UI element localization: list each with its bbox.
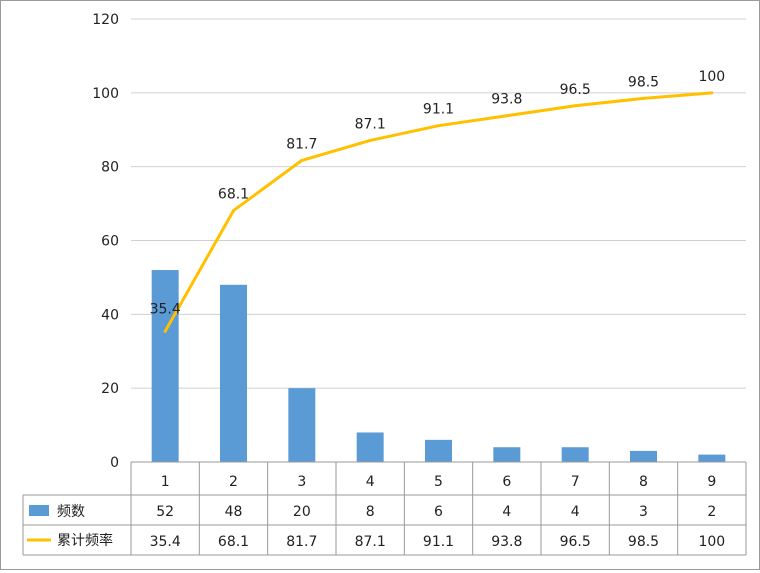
table-cell-cumulative: 87.1: [355, 534, 386, 550]
y-axis: 0 20 40 60 80 100 120: [92, 12, 119, 471]
table-cell-cumulative: 98.5: [628, 534, 659, 550]
line-point: [505, 114, 509, 118]
data-labels: 35.4 68.1 81.7 87.1 91.1 93.8 96.5 98.5 100: [150, 69, 726, 317]
bar: [493, 447, 521, 462]
line-data-label: 68.1: [218, 187, 249, 203]
y-tick-label: 60: [101, 234, 119, 250]
line-data-label: 91.1: [423, 102, 454, 118]
table-cell-frequency: 4: [502, 504, 511, 520]
table-cell-frequency: 2: [707, 504, 716, 520]
table-cell-cumulative: 93.8: [491, 534, 522, 550]
line-point: [368, 138, 372, 142]
line-path: [163, 91, 712, 333]
table-cell-frequency: 52: [156, 504, 174, 520]
line-series: [163, 91, 714, 333]
category-label: 5: [434, 474, 443, 490]
line-data-label: 96.5: [560, 82, 591, 98]
line-data-label: 98.5: [628, 74, 659, 90]
line-point: [163, 329, 167, 333]
line-data-label: 100: [698, 69, 725, 85]
table-cell-cumulative: 35.4: [150, 534, 181, 550]
table-cell-frequency: 4: [571, 504, 580, 520]
bar: [425, 439, 452, 462]
y-tick-label: 120: [92, 12, 119, 28]
table-cell-frequency: 8: [366, 504, 375, 520]
table-cell-cumulative: 68.1: [218, 534, 249, 550]
line-data-label: 35.4: [150, 301, 181, 317]
bar: [151, 270, 179, 462]
line-data-label: 93.8: [491, 92, 522, 108]
bar: [698, 454, 726, 462]
table-cell-frequency: 20: [293, 504, 311, 520]
line-data-label: 81.7: [286, 136, 317, 152]
y-tick-label: 80: [101, 160, 119, 176]
legend-key-bar: [29, 505, 49, 516]
category-label: 3: [297, 474, 306, 490]
category-label: 9: [707, 474, 716, 490]
table-cell-cumulative: 96.5: [560, 534, 591, 550]
y-tick-label: 0: [110, 455, 119, 471]
table-cell-frequency: 6: [434, 504, 443, 520]
bar: [356, 432, 384, 462]
category-label: 2: [229, 474, 238, 490]
bar: [288, 388, 316, 462]
table-cell-cumulative: 100: [698, 534, 725, 550]
bar-series: [151, 270, 726, 462]
line-point: [437, 124, 440, 128]
category-label: 4: [366, 474, 375, 490]
bar: [561, 447, 589, 462]
table-cell-cumulative: 81.7: [286, 534, 317, 550]
line-point: [642, 96, 645, 100]
category-label: 6: [502, 474, 511, 490]
legend-label-line: 累计频率: [57, 532, 113, 549]
line-point: [710, 91, 714, 95]
line-point: [573, 104, 577, 108]
table-cell-frequency: 3: [639, 504, 648, 520]
table-cell-cumulative: 91.1: [423, 534, 454, 550]
category-label: 8: [639, 474, 648, 490]
y-tick-label: 20: [101, 381, 119, 397]
y-tick-label: 100: [92, 86, 119, 102]
bar: [630, 450, 657, 462]
legend-label-bar: 频数: [57, 504, 85, 520]
line-data-label: 87.1: [355, 116, 386, 132]
line-point: [232, 209, 235, 213]
category-label: 7: [571, 474, 580, 490]
table-cell-frequency: 48: [225, 504, 243, 520]
category-label: 1: [161, 474, 170, 490]
bar: [220, 284, 247, 462]
y-tick-label: 40: [101, 307, 119, 323]
line-point: [300, 158, 304, 162]
